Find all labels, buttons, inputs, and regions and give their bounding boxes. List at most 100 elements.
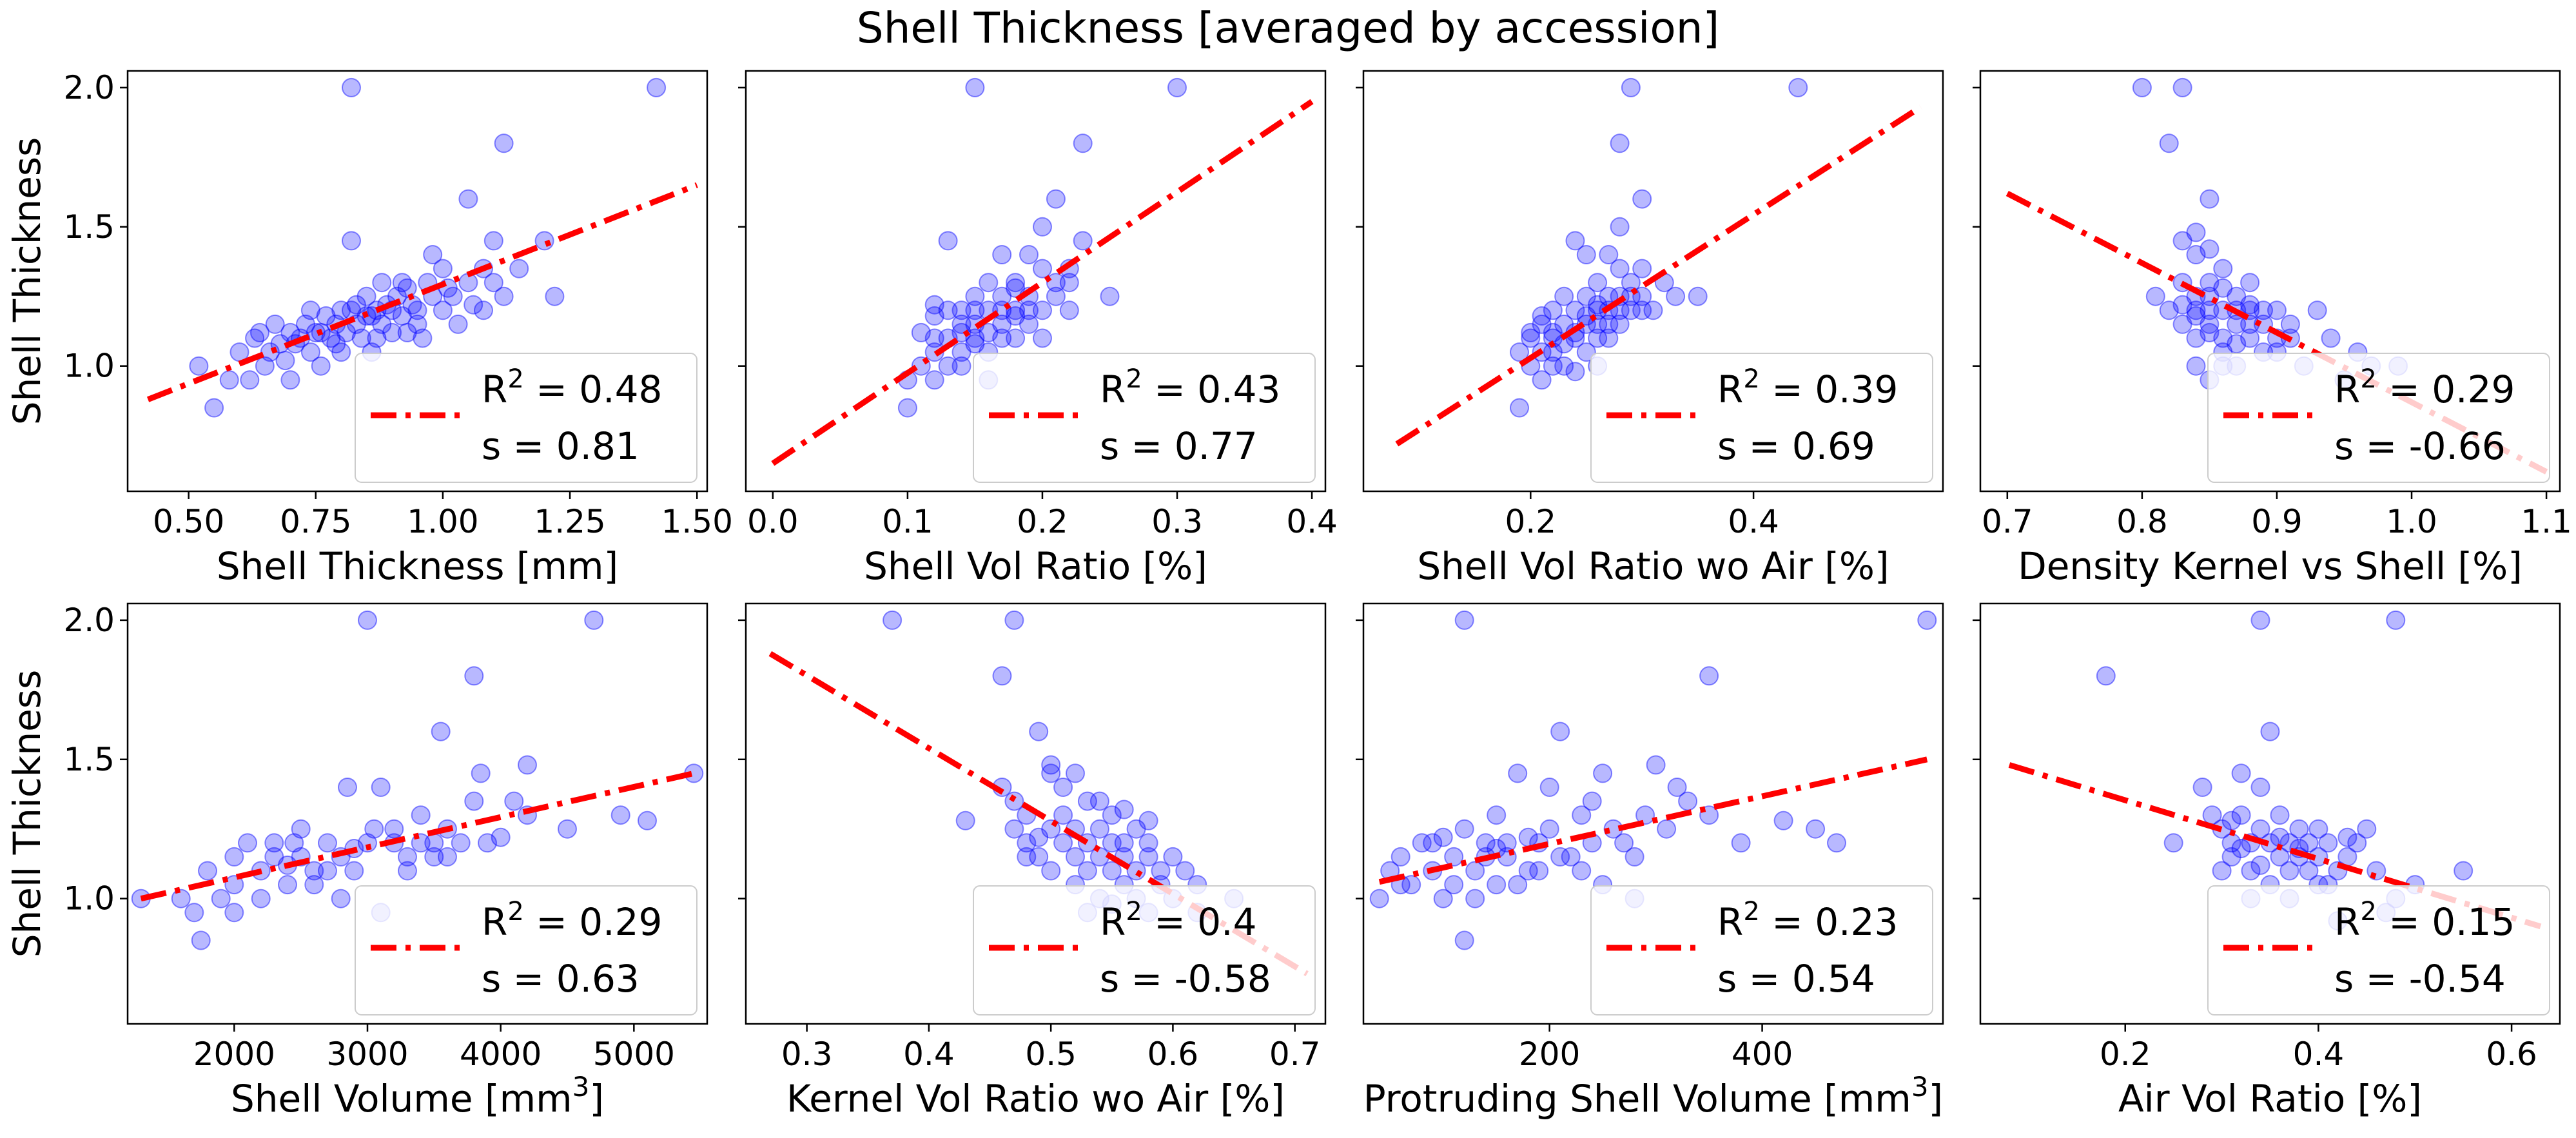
data-point [1518, 861, 1538, 881]
data-point [2159, 133, 2179, 153]
data-point [1487, 805, 1507, 825]
data-point [1554, 286, 1574, 306]
data-point [255, 356, 275, 376]
data-point [1390, 847, 1410, 867]
data-point [1543, 322, 1563, 342]
data-point [224, 847, 244, 867]
data-point [1102, 833, 1122, 853]
x-tick-label: 2000 [193, 1035, 275, 1073]
data-point [398, 847, 417, 867]
data-point [1599, 245, 1619, 264]
data-point [1046, 286, 1066, 306]
data-point [1006, 328, 1026, 348]
data-point [331, 342, 351, 362]
data-point [951, 300, 971, 320]
data-point [1550, 721, 1570, 741]
data-point [1004, 791, 1024, 811]
plot-frame [1979, 70, 2561, 493]
data-point [1004, 819, 1024, 839]
data-point [1019, 314, 1039, 334]
data-point [407, 300, 427, 320]
data-point [438, 847, 457, 867]
data-point [1621, 77, 1641, 97]
data-point [992, 666, 1012, 686]
data-point [2186, 300, 2206, 320]
data-point [1565, 362, 1585, 382]
data-point [483, 273, 503, 293]
x-tick-label: 0.8 [2116, 503, 2168, 540]
data-point [1066, 847, 1085, 867]
data-point [2280, 314, 2300, 334]
data-point [2200, 322, 2220, 342]
x-axis-label: Shell Vol Ratio wo Air [%] [1417, 544, 1889, 588]
data-point [1138, 847, 1158, 867]
data-point [518, 755, 537, 775]
data-point [2145, 286, 2165, 306]
data-point [1114, 833, 1134, 853]
data-point [1454, 610, 1474, 630]
data-point [338, 778, 357, 797]
y-axis-label: Shell Thickness [5, 137, 49, 426]
x-tick-label: 4000 [460, 1035, 542, 1073]
data-point [1508, 763, 1528, 783]
data-point [992, 245, 1012, 264]
data-point [2186, 306, 2206, 326]
data-point [344, 861, 364, 881]
data-point [331, 300, 351, 320]
data-point [448, 314, 468, 334]
data-point [1572, 861, 1592, 881]
x-axis-label: Kernel Vol Ratio wo Air [%] [786, 1077, 1285, 1121]
x-tick-label: 0.4 [1286, 503, 1338, 540]
y-tick-label: 1.5 [63, 741, 115, 778]
data-point [2227, 334, 2247, 354]
data-point [2172, 314, 2192, 334]
data-point [204, 398, 224, 418]
scatter-points [2096, 610, 2474, 931]
y-tick-label: 2.0 [63, 602, 115, 639]
data-point [471, 763, 491, 783]
data-point [304, 875, 324, 895]
data-point [1614, 833, 1634, 853]
data-point [2308, 819, 2328, 839]
data-point [1827, 833, 1846, 853]
data-point [1138, 833, 1158, 853]
legend-slope: s = -0.58 [1100, 957, 1271, 1001]
data-point [1657, 819, 1677, 839]
data-point [1576, 286, 1596, 306]
data-point [491, 827, 511, 847]
data-point [1046, 273, 1066, 293]
data-point [2231, 763, 2251, 783]
data-point [1610, 259, 1630, 279]
data-point [464, 666, 484, 686]
legend: R2 = 0.29 s = 0.63 [355, 885, 698, 1015]
subplot-3: 0.2 0.4 Shell Vol Ratio wo Air [%] R2 = 0.3… [1356, 70, 1944, 588]
data-point [2279, 833, 2299, 853]
data-point [2299, 833, 2319, 853]
data-point [198, 861, 217, 881]
data-point [1089, 819, 1109, 839]
data-point [1543, 300, 1563, 320]
data-point [1029, 847, 1049, 867]
legend-frame [355, 885, 698, 1015]
data-point [534, 231, 554, 251]
data-point [494, 286, 514, 306]
x-tick-label: 200 [1519, 1035, 1580, 1073]
data-point [1917, 610, 1937, 630]
data-point [483, 231, 503, 251]
data-point [610, 805, 630, 825]
y-tick-label: 1.0 [63, 348, 115, 385]
data-point [1610, 217, 1630, 237]
data-point [351, 328, 371, 348]
data-point [238, 833, 257, 853]
y-axis-label: Shell Thickness [5, 670, 49, 958]
y-tick-label: 1.5 [63, 208, 115, 246]
x-tick-label: 0.2 [2100, 1035, 2151, 1073]
data-point [1688, 286, 1708, 306]
legend-slope: s = 0.81 [482, 424, 639, 468]
data-point [2227, 314, 2247, 334]
data-point [979, 322, 999, 342]
data-point [2260, 721, 2280, 741]
data-point [2366, 861, 2386, 881]
data-point [1059, 300, 1079, 320]
data-point [2337, 827, 2357, 847]
